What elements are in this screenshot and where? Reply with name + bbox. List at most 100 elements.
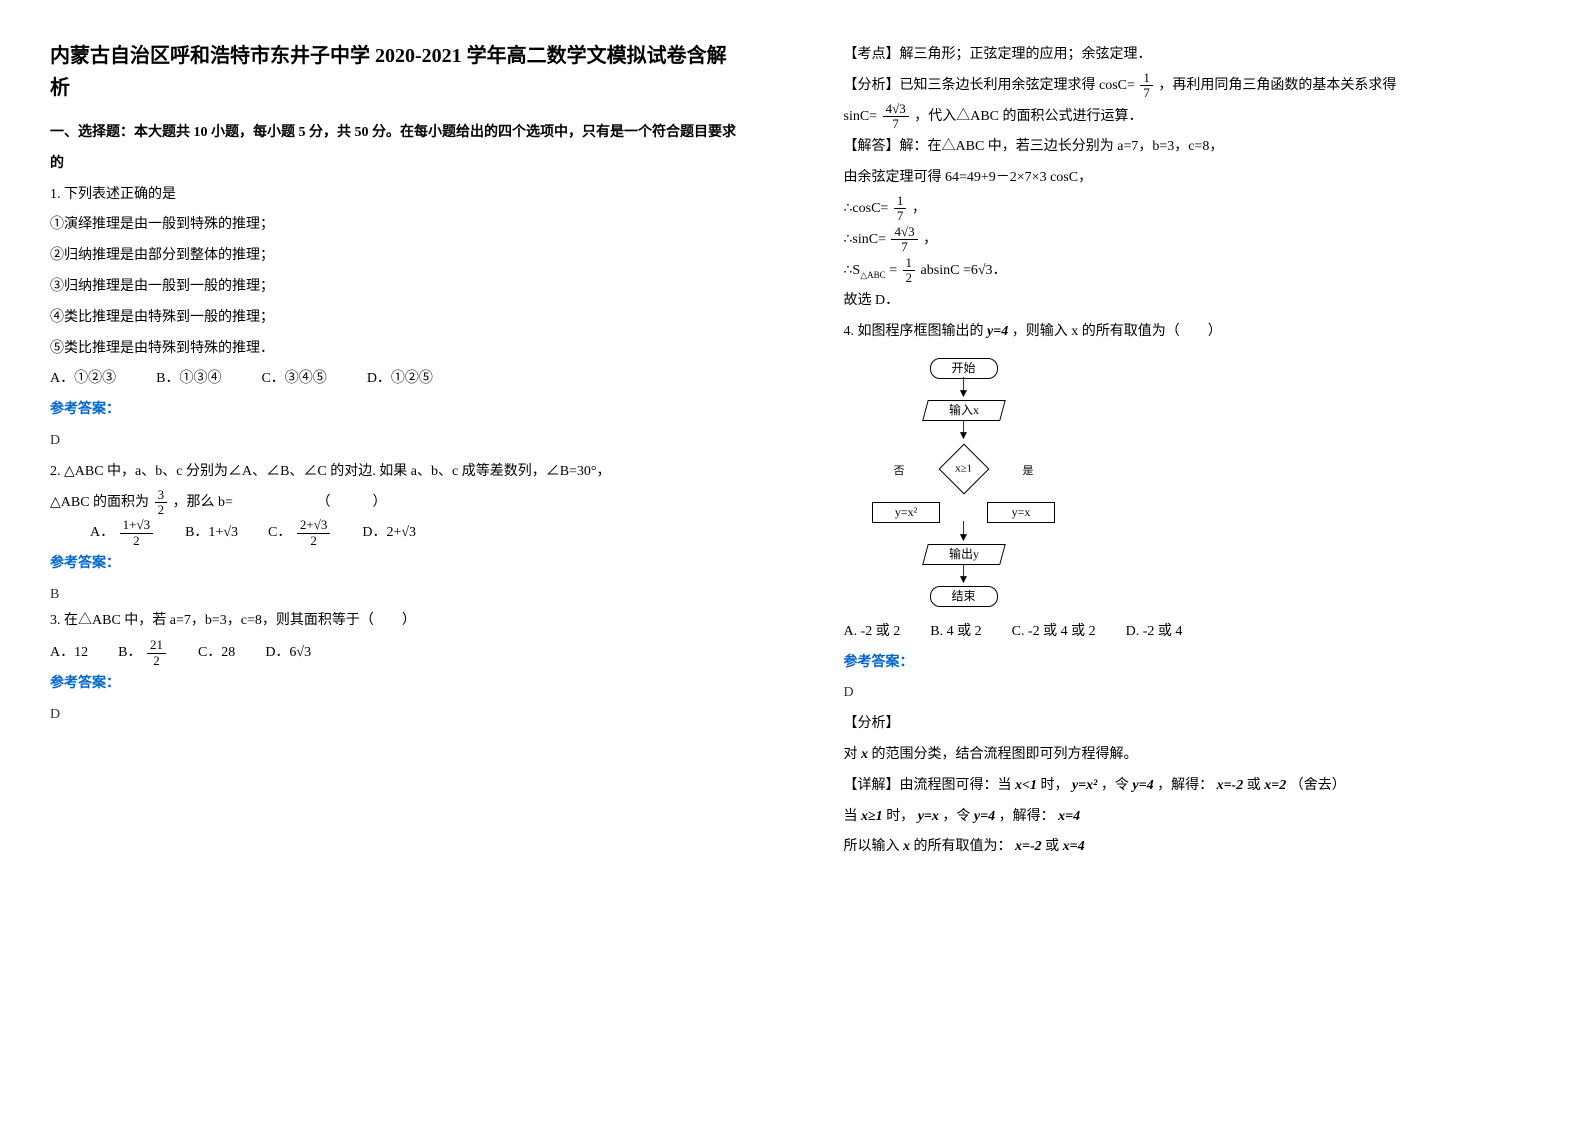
q1-s2: ②归纳推理是由部分到整体的推理； xyxy=(50,241,744,272)
jd4-den: 7 xyxy=(891,240,917,254)
q2-optC-den: 2 xyxy=(297,534,330,548)
q3-optB-frac: 21 2 xyxy=(147,638,166,668)
q2-options: A． 1+√3 2 B．1+√3 C． 2+√3 2 D．2+√3 xyxy=(90,518,744,549)
q1-s3: ③归纳推理是由一般到一般的推理； xyxy=(50,272,744,303)
jd5-pre: ∴S xyxy=(844,263,861,278)
flowchart: 开始 │▼ 输入x │▼ 否 是 x≥1 y=x² y=x │▼ 输出y │▼ … xyxy=(864,358,1064,607)
q4-stem: 4. 如图程序框图输出的 y=4 ，则输入 x 的所有取值为（ ） xyxy=(844,317,1538,348)
fc-start: 开始 xyxy=(930,358,998,379)
q3-optB: B． 21 2 xyxy=(118,638,168,669)
q3-options: A．12 B． 21 2 C．28 D．6√3 xyxy=(50,638,744,669)
xq-d: y=x² xyxy=(1072,778,1097,793)
q3-stem: 3. 在△ABC 中，若 a=7，b=3，c=8，则其面积等于（ ） xyxy=(50,611,744,631)
fc-cond: x≥1 xyxy=(938,444,989,495)
jd4: ∴sinC= 4√3 7 ， xyxy=(844,225,1538,256)
q2-stem-a: 2. △ABC 中，a、b、c 分别为∠A、∠B、∠C 的对边. 如果 a、b、… xyxy=(50,457,744,488)
l2-g: ，解得： xyxy=(999,809,1055,824)
l3-a: 所以输入 xyxy=(844,839,900,854)
jd6: 故选 D． xyxy=(844,286,1538,317)
jd1: 【解答】解：在△ABC 中，若三边长分别为 a=7，b=3，c=8， xyxy=(844,132,1538,163)
xq-c: 时， xyxy=(1040,778,1068,793)
q3-optA: A．12 xyxy=(50,638,88,669)
q4-options: A. -2 或 2 B. 4 或 2 C. -2 或 4 或 2 D. -2 或… xyxy=(844,617,1538,648)
q1-s5: ⑤类比推理是由特殊到特殊的推理． xyxy=(50,334,744,365)
q3-ans-label: 参考答案： xyxy=(50,669,744,700)
kaodian: 【考点】解三角形；正弦定理的应用；余弦定理． xyxy=(844,40,1538,71)
l2-f: y=4 xyxy=(974,809,995,824)
q2-stem-b-post: ，那么 b= xyxy=(173,495,233,510)
q4-stem-b: ，则输入 x 的所有取值为（ ） xyxy=(1012,324,1222,339)
q2-ans-label: 参考答案： xyxy=(50,549,744,580)
fc-yes-label: 是 xyxy=(1023,459,1034,483)
jd4-pre: ∴sinC= xyxy=(844,232,886,247)
fx-c-pre: sinC= xyxy=(844,109,878,124)
q2-optC-frac: 2+√3 2 xyxy=(297,518,330,548)
q4-fx1-x: x xyxy=(861,747,868,762)
xq-j: x=2 xyxy=(1264,778,1286,793)
jd3-den: 7 xyxy=(894,209,907,223)
q4-l2: 当 x≥1 时， y=x ，令 y=4 ，解得： x=4 xyxy=(844,802,1538,833)
fx-frac2-den: 7 xyxy=(883,117,909,131)
xq-g: ，解得： xyxy=(1157,778,1213,793)
q2-optB: B．1+√3 xyxy=(185,518,238,549)
q2-frac-num: 3 xyxy=(155,488,168,503)
l3-b: x xyxy=(903,839,910,854)
q1-stem: 1. 下列表述正确的是 xyxy=(50,180,744,211)
xq-e: ，令 xyxy=(1101,778,1129,793)
jd2: 由余弦定理可得 64=49+9－2×7×3 cosC， xyxy=(844,163,1538,194)
fc-arrow-4: │▼ xyxy=(864,566,1064,585)
fc-branches: y=x² y=x xyxy=(864,499,1064,526)
fc-arrow-2: │▼ xyxy=(864,422,1064,441)
l2-h: x=4 xyxy=(1058,809,1080,824)
fc-arrow-1: │▼ xyxy=(864,380,1064,399)
q2-optC-pre: C． xyxy=(268,525,291,540)
fx-frac2: 4√3 7 xyxy=(883,102,909,132)
jd3-num: 1 xyxy=(894,194,907,209)
q4-fx1-b: 的范围分类，结合流程图即可列方程得解。 xyxy=(872,747,1138,762)
l2-d: y=x xyxy=(918,809,939,824)
q2-ans: B xyxy=(50,580,744,611)
fenxi-line1: 【分析】已知三条边长利用余弦定理求得 cosC= 1 7 ，再利用同角三角函数的… xyxy=(844,71,1538,102)
l2-b: x≥1 xyxy=(861,809,883,824)
jd3-frac: 1 7 xyxy=(894,194,907,224)
q1-s1: ①演绎推理是由一般到特殊的推理； xyxy=(50,210,744,241)
jd5-den: 2 xyxy=(903,271,916,285)
q4-stem-y: y=4 xyxy=(987,324,1008,339)
q4-optB: B. 4 或 2 xyxy=(930,617,981,648)
jd3-post: ， xyxy=(912,201,926,216)
fc-cond-text: x≥1 xyxy=(955,457,972,481)
q4-ans: D xyxy=(844,678,1538,709)
q3-optB-pre: B． xyxy=(118,645,141,660)
fc-output: 输出y xyxy=(922,544,1006,565)
q2-optA-frac: 1+√3 2 xyxy=(120,518,153,548)
jd5-mid: absinC xyxy=(921,263,960,278)
jd4-frac: 4√3 7 xyxy=(891,225,917,255)
q4-stem-a: 4. 如图程序框图输出的 xyxy=(844,324,984,339)
q4-xq: 【详解】由流程图可得：当 x<1 时， y=x² ，令 y=4 ，解得： x=-… xyxy=(844,771,1538,802)
q1-optC: C．③④⑤ xyxy=(261,364,326,395)
left-column: 内蒙古自治区呼和浩特市东井子中学 2020-2021 学年高二数学文模拟试卷含解… xyxy=(0,0,794,1122)
q2-optC-num: 2+√3 xyxy=(297,518,330,533)
l2-c: 时， xyxy=(886,809,914,824)
xq-f: y=4 xyxy=(1132,778,1153,793)
jd4-num: 4√3 xyxy=(891,225,917,240)
q2-optA: A． 1+√3 2 xyxy=(90,518,155,549)
q1-ans-label: 参考答案： xyxy=(50,395,744,426)
jd3-pre: ∴cosC= xyxy=(844,201,889,216)
fx-frac2-num: 4√3 xyxy=(883,102,909,117)
q4-optA: A. -2 或 2 xyxy=(844,617,901,648)
jd4-post: ， xyxy=(923,232,937,247)
jd5-frac: 1 2 xyxy=(903,256,916,286)
q2-stem-b: △ABC 的面积为 3 2 ，那么 b= （ ） xyxy=(50,488,744,519)
xq-h: x=-2 xyxy=(1217,778,1244,793)
jd3: ∴cosC= 1 7 ， xyxy=(844,194,1538,225)
jd5-eq: = xyxy=(889,263,897,278)
q1-optD: D．①②⑤ xyxy=(367,364,433,395)
fx-frac1-num: 1 xyxy=(1140,71,1153,86)
q2-paren: （ ） xyxy=(316,495,386,510)
q3-optB-den: 2 xyxy=(147,654,166,668)
q2-frac-den: 2 xyxy=(155,503,168,517)
fx-frac1: 1 7 xyxy=(1140,71,1153,101)
fx-frac1-den: 7 xyxy=(1140,86,1153,100)
fc-end: 结束 xyxy=(930,586,998,607)
